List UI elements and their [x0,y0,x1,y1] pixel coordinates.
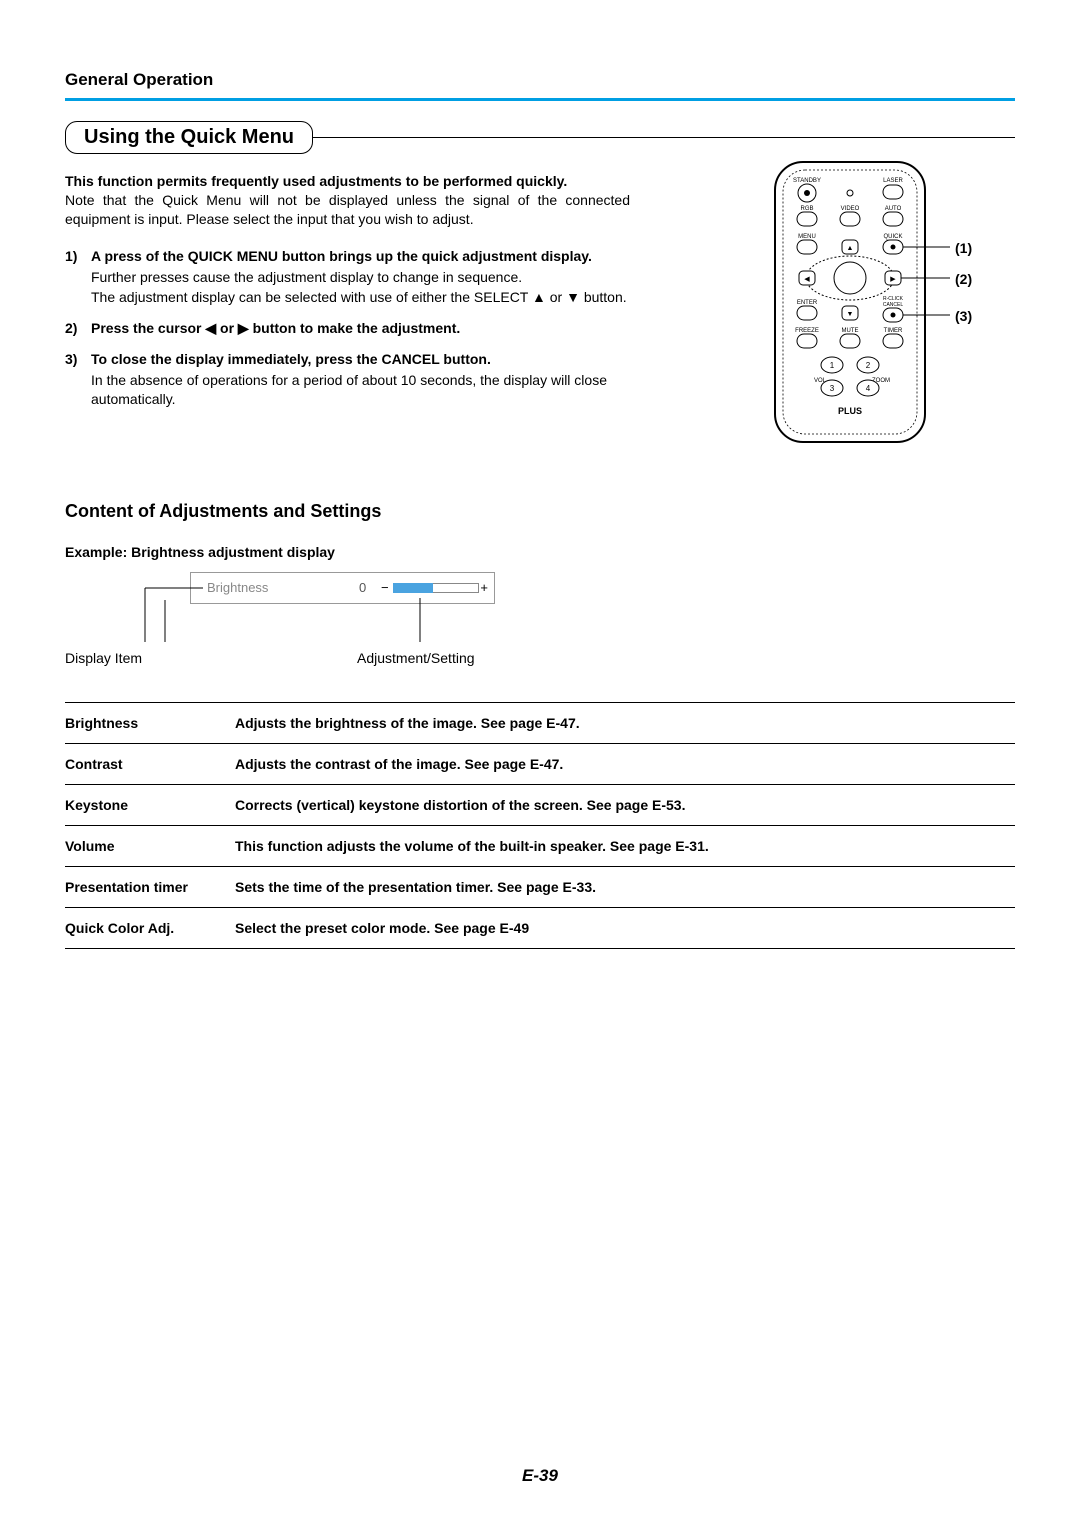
caption-adjustment: Adjustment/Setting [357,650,475,666]
label-rgb: RGB [800,206,813,212]
svg-text:PLUS: PLUS [838,406,862,416]
subheading: Content of Adjustments and Settings [65,501,1015,522]
svg-text:◀: ◀ [804,276,810,283]
callout-3: (3) [955,308,972,324]
step-number: 3) [65,350,91,409]
title-row: Using the Quick Menu [65,121,1015,154]
title-divider [313,137,1015,138]
table-item: Contrast [65,743,235,784]
label-cancel: CANCEL [883,302,904,308]
label-laser: LASER [883,178,903,184]
table-item: Quick Color Adj. [65,907,235,948]
label-enter: ENTER [797,300,818,306]
table-desc: Select the preset color mode. See page E… [235,907,1015,948]
page-title: Using the Quick Menu [65,121,313,154]
table-desc: Corrects (vertical) keystone distortion … [235,784,1015,825]
table-row: VolumeThis function adjusts the volume o… [65,825,1015,866]
step-bold: To close the display immediately, press … [91,351,491,367]
table-desc: Sets the time of the presentation timer.… [235,866,1015,907]
svg-text:4: 4 [866,384,871,393]
label-timer: TIMER [884,328,903,334]
step-sub: Further presses cause the adjustment dis… [91,268,630,287]
svg-text:▶: ▶ [890,276,896,283]
table-row: BrightnessAdjusts the brightness of the … [65,702,1015,743]
svg-text:1: 1 [830,361,835,370]
content-left: This function permits frequently used ad… [65,172,630,421]
table-row: Presentation timerSets the time of the p… [65,866,1015,907]
label-menu: MENU [798,234,816,240]
table-row: ContrastAdjusts the contrast of the imag… [65,743,1015,784]
table-desc: This function adjusts the volume of the … [235,825,1015,866]
caption-display-item: Display Item [65,650,142,666]
step-sub: In the absence of operations for a perio… [91,371,630,409]
example-diagram: Brightness 0 − + Display Item Adjustment… [65,572,1015,682]
step-number: 2) [65,319,91,338]
intro-bold: This function permits frequently used ad… [65,172,630,191]
callout-1: (1) [955,240,972,256]
table-row: KeystoneCorrects (vertical) keystone dis… [65,784,1015,825]
label-quick: QUICK [883,234,902,240]
step-1: 1) A press of the QUICK MENU button brin… [65,247,630,308]
example-label: Example: Brightness adjustment display [65,544,1015,560]
table-row: Quick Color Adj.Select the preset color … [65,907,1015,948]
callout-2: (2) [955,271,972,287]
step-bold: Press the cursor ◀ or ▶ button to make t… [91,320,460,336]
page-number: E-39 [0,1466,1080,1486]
remote-diagram: STANDBY LASER RGB VIDEO AUTO MENU ▲ QUIC… [735,160,1015,470]
blue-rule [65,98,1015,101]
table-item: Volume [65,825,235,866]
label-freeze: FREEZE [795,328,819,334]
label-auto: AUTO [885,206,902,212]
svg-text:3: 3 [830,384,835,393]
section-header: General Operation [65,70,1015,90]
table-item: Presentation timer [65,866,235,907]
svg-text:2: 2 [866,361,871,370]
step-bold: A press of the QUICK MENU button brings … [91,248,592,264]
svg-text:▲: ▲ [847,245,854,252]
label-mute: MUTE [842,328,859,334]
table-item: Keystone [65,784,235,825]
table-desc: Adjusts the brightness of the image. See… [235,702,1015,743]
step-3: 3) To close the display immediately, pre… [65,350,630,409]
svg-text:▼: ▼ [847,311,854,318]
step-sub: The adjustment display can be selected w… [91,288,630,307]
label-video: VIDEO [841,206,860,212]
table-item: Brightness [65,702,235,743]
table-desc: Adjusts the contrast of the image. See p… [235,743,1015,784]
step-2: 2) Press the cursor ◀ or ▶ button to mak… [65,319,630,338]
intro-note: Note that the Quick Menu will not be dis… [65,191,630,229]
label-standby: STANDBY [793,178,821,184]
settings-table: BrightnessAdjusts the brightness of the … [65,702,1015,949]
step-number: 1) [65,247,91,308]
